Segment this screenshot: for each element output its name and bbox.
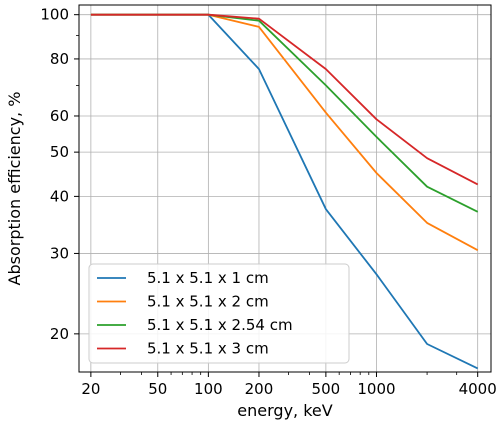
y-tick-label: 30 (50, 244, 69, 262)
x-axis-label: energy, keV (237, 401, 332, 420)
legend: 5.1 x 5.1 x 1 cm 5.1 x 5.1 x 2 cm 5.1 x 5.… (88, 263, 350, 364)
series-line (90, 13, 479, 251)
y-axis-label: Absorption efficiency, % (5, 92, 24, 286)
x-tick-label: 500 (312, 380, 341, 398)
x-tick-label: 50 (148, 380, 167, 398)
x-tick-label: 1000 (357, 380, 395, 398)
legend-label: 5.1 x 5.1 x 3 cm (147, 340, 269, 358)
y-tick-label: 100 (40, 6, 69, 24)
legend-label: 5.1 x 5.1 x 2.54 cm (147, 316, 293, 334)
x-tick-label: 200 (245, 380, 274, 398)
y-tick-label: 60 (50, 107, 69, 125)
y-tick-label: 50 (50, 143, 69, 161)
series-line (90, 13, 479, 213)
x-tick-label: 20 (81, 380, 100, 398)
y-tick-label: 20 (50, 325, 69, 343)
legend-label: 5.1 x 5.1 x 1 cm (147, 269, 269, 287)
series-lines (90, 13, 479, 370)
plot-frame (78, 4, 492, 373)
x-tick-label: 100 (194, 380, 223, 398)
y-tick-label: 40 (50, 187, 69, 205)
series-line (90, 13, 479, 186)
x-tick-label: 4000 (459, 380, 497, 398)
ticks: 20 50 100 200 500 1000 4000 20 30 40 50 60 80 100 (40, 6, 496, 398)
legend-label: 5.1 x 5.1 x 2 cm (147, 293, 269, 311)
legend-box (88, 263, 350, 364)
y-tick-label: 80 (50, 50, 69, 68)
